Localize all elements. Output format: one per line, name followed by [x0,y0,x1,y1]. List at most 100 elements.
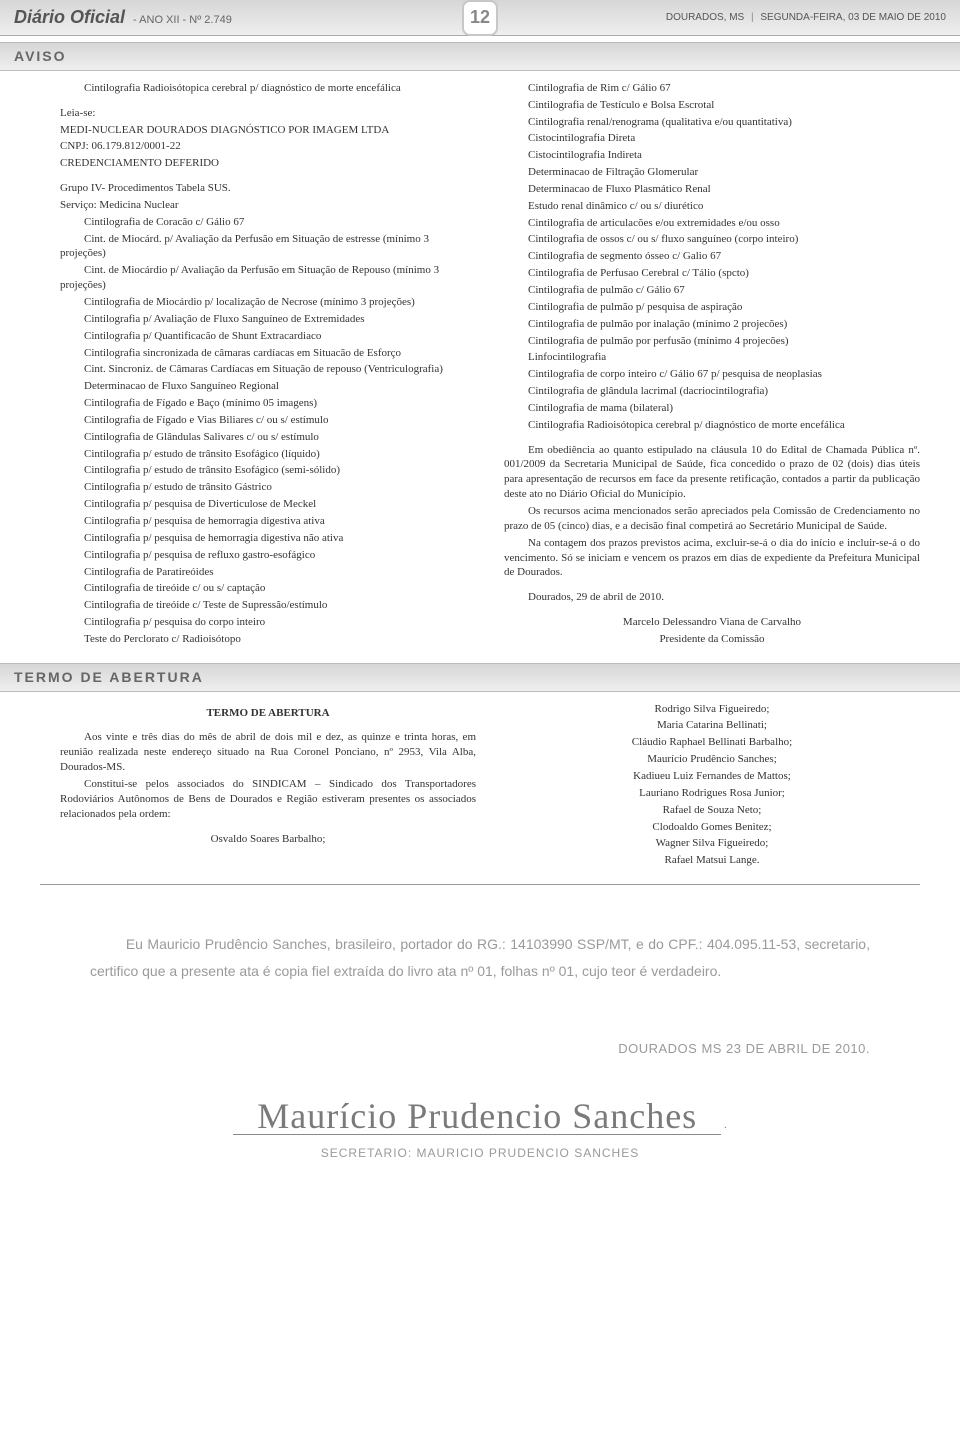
list-item: Cintilografia de mama (bilateral) [504,401,920,416]
list-item: Cintilografia p/ estudo de trânsito Esof… [60,463,476,478]
list-item: Wagner Silva Figueiredo; [504,836,920,851]
list-item: Cintilografia de tireóide c/ Teste de Su… [60,598,476,613]
header-left: Diário Oficial - ANO XII - Nº 2.749 [0,5,232,29]
termo-left-col: TERMO DE ABERTURA Aos vinte e três dias … [60,702,476,870]
list-item: Cintilografia de Miocárdio p/ localizaçã… [60,295,476,310]
aviso-sig-role: Presidente da Comissão [504,632,920,647]
aviso-right-col: Cintilografia de Rim c/ Gálio 67 Cintilog… [504,81,920,649]
list-item: Cintilografia de pulmão c/ Gálio 67 [504,283,920,298]
aviso-grupo: Grupo IV- Procedimentos Tabela SUS. [60,181,476,196]
list-item: Cintilografia de tireóide c/ ou s/ capta… [60,581,476,596]
list-item: Cintilografia renal/renograma (qualitati… [504,115,920,130]
aviso-intro: Cintilografia Radioisótopica cerebral p/… [60,81,476,96]
list-item: Cistocintilografia Indireta [504,148,920,163]
list-item: Cintilografia p/ pesquisa do corpo intei… [60,615,476,630]
list-item: Rodrigo Silva Figueiredo; [504,702,920,717]
list-item: Cintilografia de pulmão p/ pesquisa de a… [504,300,920,315]
list-item: Cintilografia de Coracão c/ Gálio 67 [60,215,476,230]
list-item: Cintilografia de segmento ósseo c/ Galio… [504,249,920,264]
list-item: Lauriano Rodrigues Rosa Junior; [504,786,920,801]
certification-text: Eu Mauricio Prudêncio Sanches, brasileir… [90,931,870,984]
list-item: Cintilografia de Fígado e Vias Biliares … [60,413,476,428]
aviso-sig-name: Marcelo Delessandro Viana de Carvalho [504,615,920,630]
certification-date: DOURADOS MS 23 DE ABRIL DE 2010. [90,1040,870,1058]
aviso-org: MEDI-NUCLEAR DOURADOS DIAGNÓSTICO POR IM… [60,123,476,138]
list-item: Determinacao de Fluxo Sanguíneo Regional [60,379,476,394]
separator-icon: | [751,12,754,23]
termo-right-col: Rodrigo Silva Figueiredo;Maria Catarina … [504,702,920,870]
termo-left-name: Osvaldo Soares Barbalho; [60,832,476,847]
signature-dot-icon: . [721,1119,727,1131]
section-label-aviso: AVISO [0,42,960,71]
divider [40,884,920,885]
list-item: Maria Catarina Bellinati; [504,718,920,733]
list-item: Cintilografia de ossos c/ ou s/ fluxo sa… [504,232,920,247]
list-item: Linfocintilografia [504,350,920,365]
list-item: Cintilografia p/ estudo de trânsito Gást… [60,480,476,495]
list-item: Cintilografia p/ Avaliação de Fluxo Sang… [60,312,476,327]
list-item: Rafael de Souza Neto; [504,803,920,818]
publication-issue: - ANO XII - Nº 2.749 [133,13,232,28]
section-label-termo: TERMO DE ABERTURA [0,663,960,692]
list-item: Cintilografia de Rim c/ Gálio 67 [504,81,920,96]
header-bar: Diário Oficial - ANO XII - Nº 2.749 12 D… [0,0,960,36]
aviso-cnpj: CNPJ: 06.179.812/0001-22 [60,139,476,154]
list-item: Determinacao de Filtração Glomerular [504,165,920,180]
list-item: Cintilografia p/ pesquisa de hemorragia … [60,531,476,546]
aviso-p2: Os recursos acima mencionados serão apre… [504,504,920,534]
aviso-body: Cintilografia Radioisótopica cerebral p/… [0,71,960,657]
list-item: Cintilografia de Glândulas Salivares c/ … [60,430,476,445]
certification-text-content: Eu Mauricio Prudêncio Sanches, brasileir… [90,936,870,979]
list-item: Cintilografia de pulmão por inalação (mí… [504,317,920,332]
header-city: DOURADOS, MS [666,12,744,23]
list-item: Maurício Prudêncio Sanches; [504,752,920,767]
list-item: Cintilografia de Paratireóides [60,565,476,580]
list-item: Cintilografia de articulacões e/ou extre… [504,216,920,231]
termo-body: TERMO DE ABERTURA Aos vinte e três dias … [0,692,960,878]
aviso-servico: Serviço: Medicina Nuclear [60,198,476,213]
page-number-badge: 12 [462,0,498,36]
aviso-date: Dourados, 29 de abril de 2010. [504,590,920,605]
list-item: Determinacao de Fluxo Plasmático Renal [504,182,920,197]
aviso-left-list: Cintilografia de Coracão c/ Gálio 67 Cint… [60,215,476,647]
publication-title: Diário Oficial [14,5,125,29]
list-item: Cintilografia de glândula lacrimal (dacr… [504,384,920,399]
signature-area: Maurício Prudencio Sanches . SECRETARIO:… [90,1098,870,1161]
termo-p1: Aos vinte e três dias do mês de abril de… [60,730,476,775]
aviso-leia: Leia-se: [60,106,476,121]
list-item: Cintilografia p/ pesquisa de hemorragia … [60,514,476,529]
certification-section: Eu Mauricio Prudêncio Sanches, brasileir… [0,891,960,1181]
list-item: Cintilografia p/ estudo de trânsito Esof… [60,447,476,462]
header-right: DOURADOS, MS | SEGUNDA-FEIRA, 03 DE MAIO… [666,11,960,25]
list-item: Estudo renal dinâmico c/ ou s/ diurético [504,199,920,214]
list-item: Cistocintilografia Direta [504,131,920,146]
list-item: Cintilografia de Perfusao Cerebral c/ Tá… [504,266,920,281]
list-item: Cint. de Miocárd. p/ Avaliação da Perfus… [60,232,476,262]
list-item: Teste do Perclorato c/ Radioisótopo [60,632,476,647]
list-item: Clodoaldo Gomes Benitez; [504,820,920,835]
list-item: Cintilografia de corpo inteiro c/ Gálio … [504,367,920,382]
list-item: Cintilografia p/ pesquisa de Diverticulo… [60,497,476,512]
list-item: Cintilografia p/ pesquisa de refluxo gas… [60,548,476,563]
aviso-cred: CREDENCIAMENTO DEFERIDO [60,156,476,171]
list-item: Cintilografia Radioisótopica cerebral p/… [504,418,920,433]
aviso-p3: Na contagem dos prazos previstos acima, … [504,536,920,581]
signature-caption: SECRETARIO: MAURICIO PRUDENCIO SANCHES [90,1145,870,1161]
list-item: Cintilografia sincronizada de câmaras ca… [60,346,476,361]
list-item: Cint. de Miocárdio p/ Avaliação da Perfu… [60,263,476,293]
signature-script: Maurício Prudencio Sanches [233,1098,721,1135]
list-item: Rafael Matsui Lange. [504,853,920,868]
list-item: Cláudio Raphael Bellinati Barbalho; [504,735,920,750]
list-item: Cintilografia de Testículo e Bolsa Escro… [504,98,920,113]
termo-names-list: Rodrigo Silva Figueiredo;Maria Catarina … [504,702,920,868]
header-date: SEGUNDA-FEIRA, 03 DE MAIO DE 2010 [760,12,946,23]
aviso-p1: Em obediência ao quanto estipulado na cl… [504,443,920,502]
list-item: Kadiueu Luiz Fernandes de Mattos; [504,769,920,784]
aviso-left-col: Cintilografia Radioisótopica cerebral p/… [60,81,476,649]
list-item: Cintilografia de Fígado e Baço (mínimo 0… [60,396,476,411]
termo-title: TERMO DE ABERTURA [60,706,476,721]
list-item: Cint. Sincroniz. de Câmaras Cardíacas em… [60,362,476,377]
aviso-right-list: Cintilografia de Rim c/ Gálio 67 Cintilog… [504,81,920,433]
termo-p2: Constitui-se pelos associados do SINDICA… [60,777,476,822]
list-item: Cintilografia p/ Quantificacão de Shunt … [60,329,476,344]
